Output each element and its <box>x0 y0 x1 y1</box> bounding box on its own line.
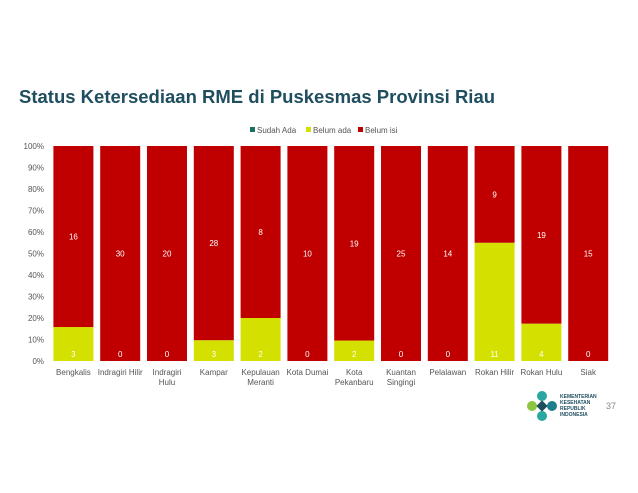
y-tick-label: 90% <box>28 164 44 173</box>
bar-segment <box>334 340 375 361</box>
y-tick-label: 70% <box>28 207 44 216</box>
bar-segment <box>381 146 421 361</box>
data-label: 0 <box>118 350 123 359</box>
y-tick-label: 30% <box>28 293 44 302</box>
legend-swatch-0 <box>250 127 255 132</box>
legend-label-1: Belum ada <box>313 126 352 135</box>
x-tick-label: Kota <box>346 368 363 377</box>
data-label: 8 <box>258 228 263 237</box>
data-label: 28 <box>209 239 218 248</box>
bar-segment <box>521 323 562 361</box>
y-tick-label: 20% <box>28 314 44 323</box>
bar-segment <box>147 146 187 361</box>
bar-segment <box>568 146 609 361</box>
legend-swatch-1 <box>306 127 311 132</box>
data-label: 16 <box>69 233 78 242</box>
data-label: 14 <box>443 250 452 259</box>
bar-segment <box>427 146 468 361</box>
data-label: 0 <box>165 350 170 359</box>
bar-segment <box>474 242 515 361</box>
data-label: 3 <box>212 350 217 359</box>
bar-segment <box>521 146 562 324</box>
legend-label-0: Sudah Ada <box>257 126 297 135</box>
data-label: 19 <box>350 239 359 248</box>
data-label: 9 <box>492 190 497 199</box>
x-tick-label: Kota Dumai <box>287 368 329 377</box>
bar-segment <box>193 146 234 341</box>
x-tick-label: Pekanbaru <box>335 378 374 387</box>
data-label: 4 <box>539 350 544 359</box>
data-label: 2 <box>352 350 357 359</box>
bar-segment <box>240 146 281 318</box>
data-label: 0 <box>446 350 451 359</box>
y-tick-label: 10% <box>28 336 44 345</box>
x-tick-label: Kepulauan <box>241 368 279 377</box>
data-label: 3 <box>71 350 76 359</box>
data-label: 25 <box>397 250 406 259</box>
x-tick-label: Kuantan <box>386 368 416 377</box>
x-tick-label: Hulu <box>159 378 175 387</box>
data-label: 15 <box>584 250 593 259</box>
data-label: 30 <box>116 250 125 259</box>
x-tick-label: Bengkalis <box>56 368 91 377</box>
y-tick-label: 50% <box>28 250 44 259</box>
x-tick-label: Siak <box>580 368 597 377</box>
y-tick-label: 80% <box>28 185 44 194</box>
data-label: 20 <box>163 250 172 259</box>
x-tick-label: Indragiri Hilir <box>98 368 143 377</box>
bar-segment <box>334 146 375 341</box>
x-tick-label: Meranti <box>247 378 274 387</box>
data-label: 11 <box>490 350 499 359</box>
logo-text: KEMENTERIAN KESEHATAN REPUBLIK INDONESIA <box>560 394 597 418</box>
x-tick-label: Kampar <box>200 368 228 377</box>
bars: 16 3 30 0 20 0 28 3 8 2 10 0 19 2 25 0 14 0 9 11 19 4 15 0 <box>53 146 609 361</box>
page-number: 37 <box>606 401 617 411</box>
kemenkes-logo-icon <box>527 391 557 421</box>
data-label: 0 <box>305 350 310 359</box>
bar-segment <box>240 318 281 361</box>
y-tick-label: 100% <box>24 142 44 151</box>
bar-segment <box>53 327 94 361</box>
chart-title: Status Ketersediaan RME di Puskesmas Pro… <box>19 86 496 107</box>
data-label: 2 <box>258 350 263 359</box>
x-tick-label: Rokan Hulu <box>520 368 562 377</box>
bar-segment <box>474 146 515 243</box>
data-label: 0 <box>586 350 591 359</box>
data-label: 0 <box>399 350 404 359</box>
x-tick-label: Rokan Hilir <box>475 368 514 377</box>
bar-segment <box>193 340 234 361</box>
legend-label-2: Belum isi <box>365 126 398 135</box>
y-tick-label: 40% <box>28 271 44 280</box>
bar-segment <box>53 146 94 328</box>
y-tick-label: 0% <box>32 357 44 366</box>
data-label: 19 <box>537 231 546 240</box>
x-tick-label: Pelalawan <box>429 368 466 377</box>
bar-segment <box>287 146 328 361</box>
bar-segment <box>100 146 141 361</box>
data-label: 10 <box>303 250 312 259</box>
legend: Sudah Ada Belum ada Belum isi <box>250 126 398 135</box>
x-tick-label: Singingi <box>387 378 416 387</box>
y-axis: 0% 10% 20% 30% 40% 50% 60% 70% 80% 90% 100% <box>24 142 44 366</box>
legend-swatch-2 <box>358 127 363 132</box>
x-tick-label: Indragiri <box>153 368 182 377</box>
y-tick-label: 60% <box>28 228 44 237</box>
